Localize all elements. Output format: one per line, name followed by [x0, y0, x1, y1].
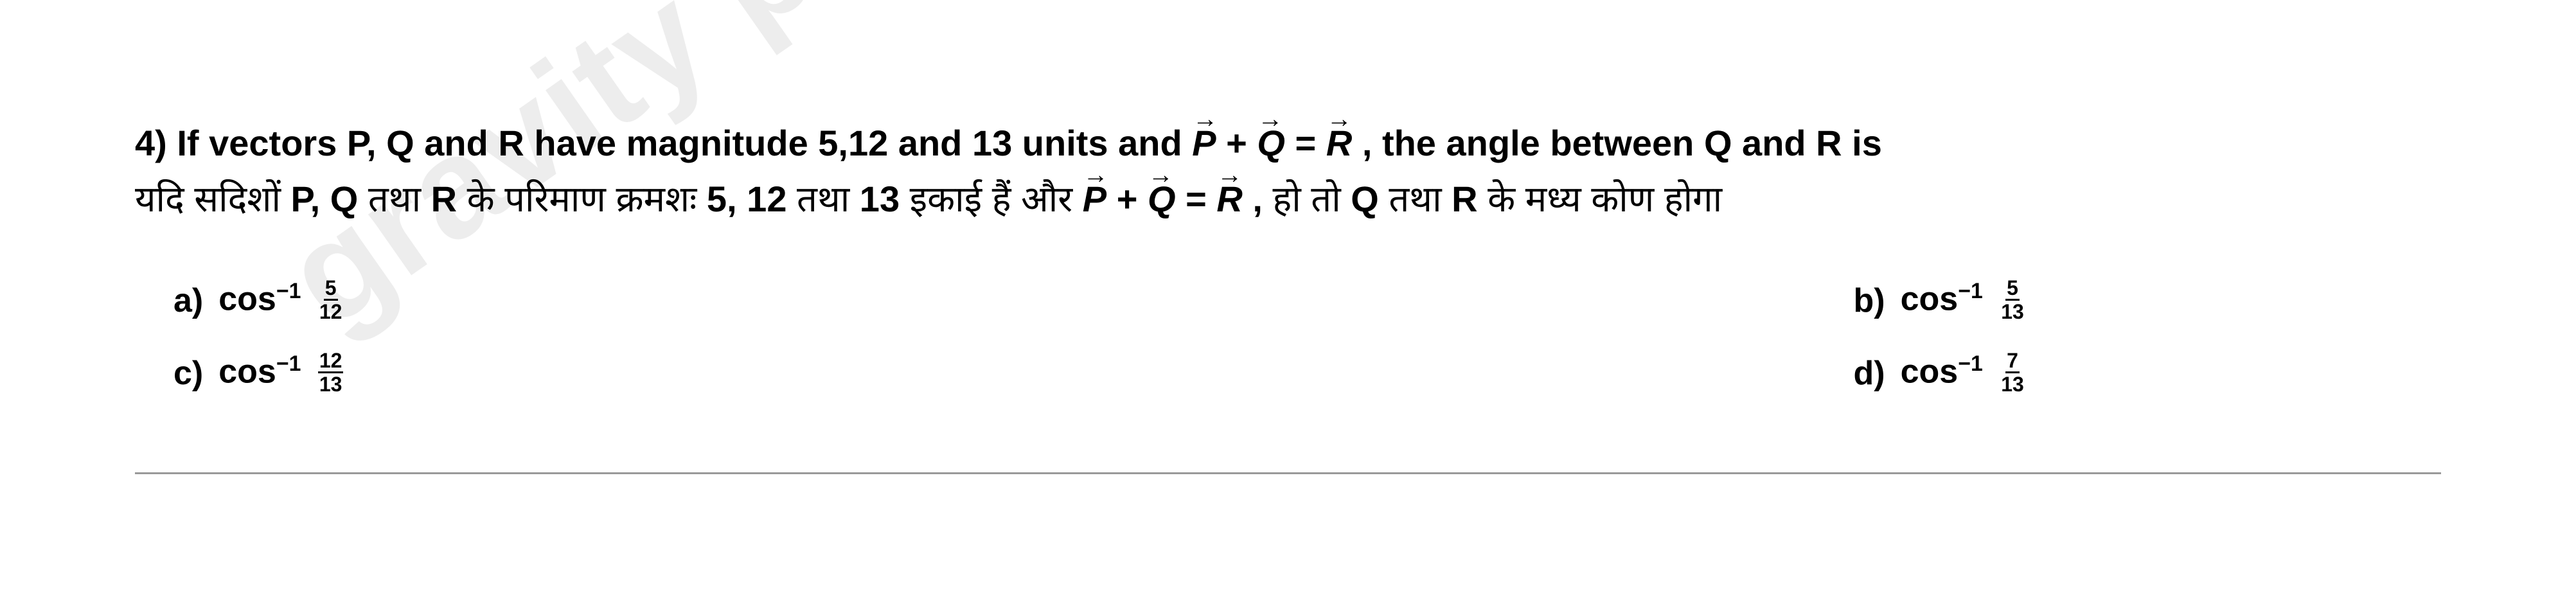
- option-b-fraction: 5 13: [2000, 277, 2025, 323]
- option-b-label: b): [1854, 281, 1885, 320]
- option-d: d) cos−1 7 13: [1854, 351, 2442, 395]
- option-c-num: 12: [318, 350, 344, 373]
- options-grid: a) cos−1 5 12 b) cos−1 5 13 c): [173, 279, 2441, 395]
- option-c-fraction: 12 13: [318, 350, 344, 395]
- question-hi-prefix: यदि सदिशों P, Q तथा R के परिमाण क्रमशः 5…: [135, 179, 1083, 219]
- option-a-exp: −1: [276, 279, 301, 303]
- option-a-func: cos: [218, 280, 276, 317]
- vector-p-hi: P: [1083, 172, 1106, 227]
- option-a-num: 5: [324, 277, 338, 301]
- option-b-func: cos: [1901, 280, 1959, 317]
- option-d-label: d): [1854, 354, 1885, 393]
- option-d-func: cos: [1901, 353, 1959, 390]
- question-block: 4) If vectors P, Q and R have magnitude …: [0, 0, 2576, 474]
- equals-sign-hi: =: [1186, 179, 1216, 219]
- vector-q: Q: [1257, 116, 1285, 172]
- question-hi-suffix: , हो तो Q तथा R के मध्य कोण होगा: [1252, 179, 1722, 219]
- separator-rule: [135, 472, 2441, 474]
- vector-r: R: [1326, 116, 1352, 172]
- option-b-den: 13: [2000, 301, 2025, 323]
- vector-p: P: [1192, 116, 1216, 172]
- option-c-exp: −1: [276, 351, 301, 376]
- vector-q-hi: Q: [1148, 172, 1176, 227]
- option-d-den: 13: [2000, 373, 2025, 395]
- option-b: b) cos−1 5 13: [1854, 279, 2442, 323]
- option-d-fraction: 7 13: [2000, 350, 2025, 395]
- option-a-label: a): [173, 281, 203, 320]
- option-d-num: 7: [2005, 350, 2020, 373]
- option-b-exp: −1: [1958, 279, 1983, 303]
- plus-sign-hi: +: [1117, 179, 1148, 219]
- question-en-prefix: If vectors P, Q and R have magnitude 5,1…: [177, 123, 1192, 163]
- option-c-label: c): [173, 354, 203, 393]
- option-a-den: 12: [318, 301, 344, 323]
- question-number: 4): [135, 123, 167, 163]
- option-b-num: 5: [2005, 277, 2020, 301]
- option-c: c) cos−1 12 13: [173, 351, 761, 395]
- option-c-den: 13: [318, 373, 344, 395]
- option-a-fraction: 5 12: [318, 277, 344, 323]
- option-c-func: cos: [218, 353, 276, 390]
- equals-sign: =: [1295, 123, 1326, 163]
- vector-r-hi: R: [1216, 172, 1242, 227]
- question-en-suffix: , the angle between Q and R is: [1362, 123, 1882, 163]
- question-text: 4) If vectors P, Q and R have magnitude …: [135, 116, 2441, 227]
- option-a: a) cos−1 5 12: [173, 279, 761, 323]
- option-d-exp: −1: [1958, 351, 1983, 376]
